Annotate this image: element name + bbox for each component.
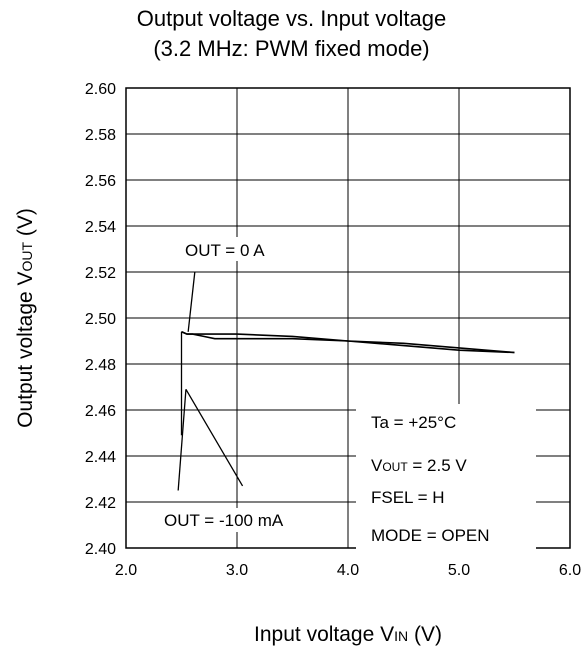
y-tick-label: 2.52 <box>85 265 116 282</box>
x-tick-label: 2.0 <box>115 562 137 579</box>
x-tick-label: 5.0 <box>448 562 470 579</box>
series-label-out-0a: OUT = 0 A <box>185 241 265 260</box>
callout-line-1b <box>185 388 244 487</box>
y-tick-label: 2.58 <box>85 127 116 144</box>
x-tick-label: 3.0 <box>226 562 248 579</box>
x-tick-label: 4.0 <box>337 562 359 579</box>
annotation-bg <box>356 404 536 550</box>
y-tick-label: 2.50 <box>85 311 116 328</box>
y-axis-label: Output voltage VOUT (V) <box>14 208 37 428</box>
chart-title: Output voltage vs. Input voltage <box>136 6 447 31</box>
series-label-bg-0 <box>180 237 296 261</box>
y-tick-label: 2.54 <box>85 219 116 236</box>
annotation-vout: VOUT = 2.5 V <box>371 456 467 475</box>
annotation-mode: MODE = OPEN <box>371 526 490 545</box>
y-tick-label: 2.48 <box>85 357 116 374</box>
annotation-fsel: FSEL = H <box>371 488 445 507</box>
chart-subtitle: (3.2 MHz: PWM fixed mode) <box>153 36 430 61</box>
y-tick-label: 2.46 <box>85 403 116 420</box>
callout-line-1a <box>177 389 187 491</box>
series-label-bg-1 <box>156 508 344 532</box>
plot-frame <box>125 87 571 549</box>
x-tick-label: 6.0 <box>559 562 581 579</box>
series-lines <box>181 331 515 354</box>
y-tick-label: 2.44 <box>85 449 116 466</box>
tick-labels: 2.0 3.0 4.0 5.0 6.0 2.40 2.42 2.44 2.46 2.48 2.50 2… <box>85 81 581 579</box>
y-tick-label: 2.56 <box>85 173 116 190</box>
callout-lines <box>177 271 244 491</box>
annotation-ta: Ta = +25°C <box>371 413 456 432</box>
x-axis-label: Input voltage VIN (V) <box>254 623 442 646</box>
y-tick-label: 2.60 <box>85 81 116 98</box>
callout-line-0 <box>187 271 196 332</box>
series-label-out-100ma: OUT = -100 mA <box>164 511 284 530</box>
y-tick-label: 2.42 <box>85 495 116 512</box>
series-line-1 <box>181 331 515 354</box>
y-tick-label: 2.40 <box>85 541 116 558</box>
